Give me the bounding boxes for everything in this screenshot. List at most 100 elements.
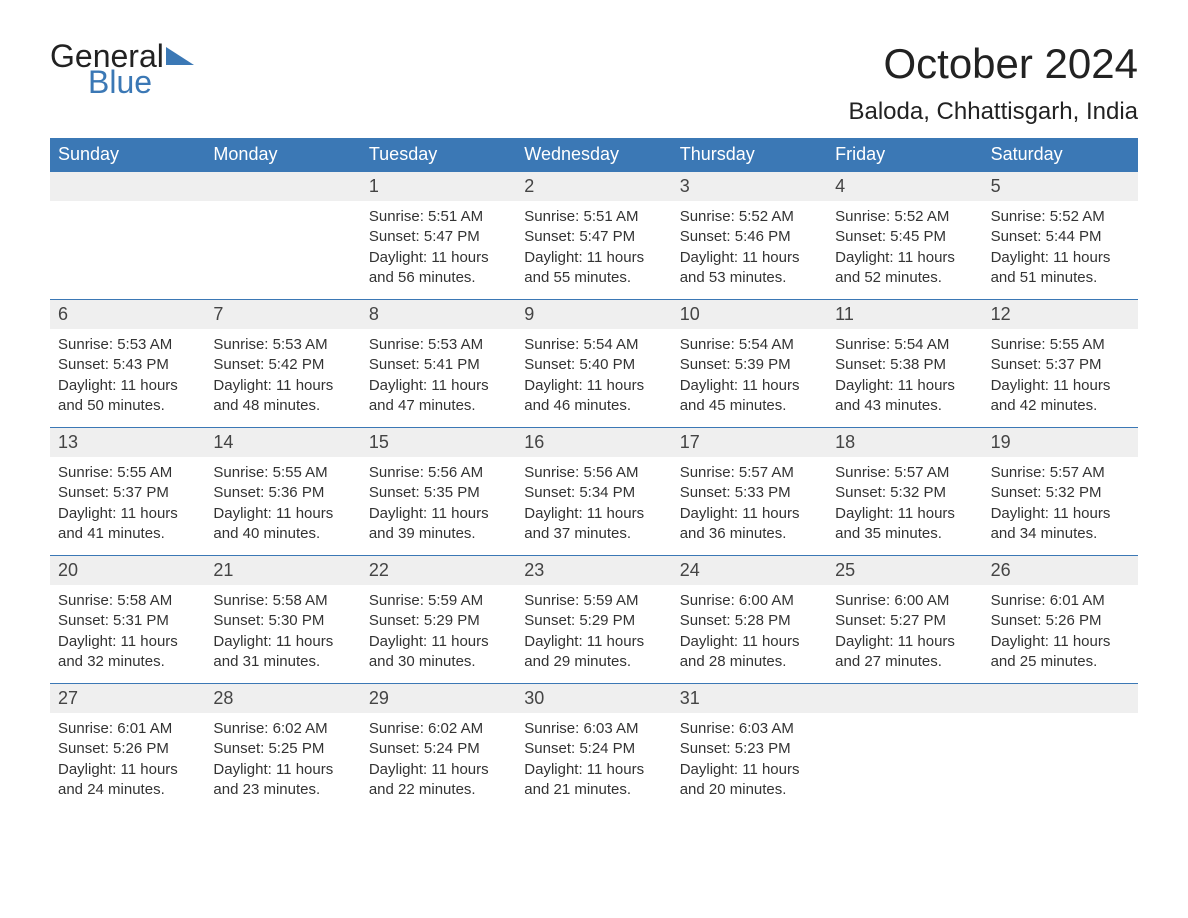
sunrise-text: Sunrise: 5:54 AM — [524, 335, 663, 355]
day-number: 7 — [205, 300, 360, 329]
day-content: Sunrise: 5:57 AMSunset: 5:32 PMDaylight:… — [983, 457, 1138, 554]
day-cell-7: 7Sunrise: 5:53 AMSunset: 5:42 PMDaylight… — [205, 299, 360, 427]
daylight-text: Daylight: 11 hours and 21 minutes. — [524, 760, 663, 801]
daylight-text: Daylight: 11 hours and 46 minutes. — [524, 376, 663, 417]
day-header-thursday: Thursday — [672, 138, 827, 171]
sunrise-text: Sunrise: 6:01 AM — [991, 591, 1130, 611]
daylight-text: Daylight: 11 hours and 20 minutes. — [680, 760, 819, 801]
day-cell-29: 29Sunrise: 6:02 AMSunset: 5:24 PMDayligh… — [361, 683, 516, 811]
day-content: Sunrise: 5:56 AMSunset: 5:34 PMDaylight:… — [516, 457, 671, 554]
day-content: Sunrise: 5:59 AMSunset: 5:29 PMDaylight:… — [516, 585, 671, 682]
day-number — [50, 172, 205, 201]
sunrise-text: Sunrise: 5:51 AM — [369, 207, 508, 227]
sunrise-text: Sunrise: 5:52 AM — [680, 207, 819, 227]
sunset-text: Sunset: 5:33 PM — [680, 483, 819, 503]
day-cell-15: 15Sunrise: 5:56 AMSunset: 5:35 PMDayligh… — [361, 427, 516, 555]
title-block: October 2024 Baloda, Chhattisgarh, India — [848, 40, 1138, 126]
sunset-text: Sunset: 5:25 PM — [213, 739, 352, 759]
day-number: 24 — [672, 556, 827, 585]
sunset-text: Sunset: 5:34 PM — [524, 483, 663, 503]
sunrise-text: Sunrise: 5:51 AM — [524, 207, 663, 227]
day-cell-4: 4Sunrise: 5:52 AMSunset: 5:45 PMDaylight… — [827, 171, 982, 299]
day-number — [983, 684, 1138, 713]
day-cell-10: 10Sunrise: 5:54 AMSunset: 5:39 PMDayligh… — [672, 299, 827, 427]
sunrise-text: Sunrise: 6:02 AM — [213, 719, 352, 739]
daylight-text: Daylight: 11 hours and 24 minutes. — [58, 760, 197, 801]
day-cell-23: 23Sunrise: 5:59 AMSunset: 5:29 PMDayligh… — [516, 555, 671, 683]
day-content: Sunrise: 5:52 AMSunset: 5:46 PMDaylight:… — [672, 201, 827, 298]
daylight-text: Daylight: 11 hours and 25 minutes. — [991, 632, 1130, 673]
sunrise-text: Sunrise: 5:58 AM — [58, 591, 197, 611]
daylight-text: Daylight: 11 hours and 37 minutes. — [524, 504, 663, 545]
day-number: 11 — [827, 300, 982, 329]
day-cell-19: 19Sunrise: 5:57 AMSunset: 5:32 PMDayligh… — [983, 427, 1138, 555]
day-cell-27: 27Sunrise: 6:01 AMSunset: 5:26 PMDayligh… — [50, 683, 205, 811]
day-cell-11: 11Sunrise: 5:54 AMSunset: 5:38 PMDayligh… — [827, 299, 982, 427]
sunset-text: Sunset: 5:37 PM — [58, 483, 197, 503]
sunrise-text: Sunrise: 5:55 AM — [58, 463, 197, 483]
day-number: 14 — [205, 428, 360, 457]
day-cell-17: 17Sunrise: 5:57 AMSunset: 5:33 PMDayligh… — [672, 427, 827, 555]
logo: General Blue — [50, 40, 194, 98]
sunrise-text: Sunrise: 6:03 AM — [524, 719, 663, 739]
sunrise-text: Sunrise: 5:53 AM — [369, 335, 508, 355]
day-cell-5: 5Sunrise: 5:52 AMSunset: 5:44 PMDaylight… — [983, 171, 1138, 299]
daylight-text: Daylight: 11 hours and 28 minutes. — [680, 632, 819, 673]
day-number: 15 — [361, 428, 516, 457]
day-content: Sunrise: 5:54 AMSunset: 5:40 PMDaylight:… — [516, 329, 671, 426]
sunset-text: Sunset: 5:44 PM — [991, 227, 1130, 247]
day-number: 8 — [361, 300, 516, 329]
day-content: Sunrise: 6:02 AMSunset: 5:25 PMDaylight:… — [205, 713, 360, 810]
sunset-text: Sunset: 5:24 PM — [369, 739, 508, 759]
daylight-text: Daylight: 11 hours and 51 minutes. — [991, 248, 1130, 289]
day-number: 31 — [672, 684, 827, 713]
day-number: 22 — [361, 556, 516, 585]
day-content: Sunrise: 6:01 AMSunset: 5:26 PMDaylight:… — [983, 585, 1138, 682]
sunrise-text: Sunrise: 6:00 AM — [680, 591, 819, 611]
day-number: 10 — [672, 300, 827, 329]
daylight-text: Daylight: 11 hours and 40 minutes. — [213, 504, 352, 545]
sunset-text: Sunset: 5:29 PM — [369, 611, 508, 631]
daylight-text: Daylight: 11 hours and 22 minutes. — [369, 760, 508, 801]
day-cell-13: 13Sunrise: 5:55 AMSunset: 5:37 PMDayligh… — [50, 427, 205, 555]
sunset-text: Sunset: 5:36 PM — [213, 483, 352, 503]
day-cell-26: 26Sunrise: 6:01 AMSunset: 5:26 PMDayligh… — [983, 555, 1138, 683]
day-cell-30: 30Sunrise: 6:03 AMSunset: 5:24 PMDayligh… — [516, 683, 671, 811]
day-cell-18: 18Sunrise: 5:57 AMSunset: 5:32 PMDayligh… — [827, 427, 982, 555]
day-header-wednesday: Wednesday — [516, 138, 671, 171]
day-number: 21 — [205, 556, 360, 585]
day-content: Sunrise: 5:57 AMSunset: 5:33 PMDaylight:… — [672, 457, 827, 554]
sunset-text: Sunset: 5:27 PM — [835, 611, 974, 631]
sunset-text: Sunset: 5:37 PM — [991, 355, 1130, 375]
sunset-text: Sunset: 5:47 PM — [524, 227, 663, 247]
empty-cell — [205, 171, 360, 299]
day-cell-8: 8Sunrise: 5:53 AMSunset: 5:41 PMDaylight… — [361, 299, 516, 427]
daylight-text: Daylight: 11 hours and 45 minutes. — [680, 376, 819, 417]
day-number: 30 — [516, 684, 671, 713]
day-header-sunday: Sunday — [50, 138, 205, 171]
sunrise-text: Sunrise: 5:59 AM — [524, 591, 663, 611]
day-content: Sunrise: 5:52 AMSunset: 5:45 PMDaylight:… — [827, 201, 982, 298]
day-number: 13 — [50, 428, 205, 457]
sunrise-text: Sunrise: 5:57 AM — [680, 463, 819, 483]
sunrise-text: Sunrise: 5:53 AM — [213, 335, 352, 355]
day-cell-12: 12Sunrise: 5:55 AMSunset: 5:37 PMDayligh… — [983, 299, 1138, 427]
day-content: Sunrise: 5:55 AMSunset: 5:37 PMDaylight:… — [50, 457, 205, 554]
sunrise-text: Sunrise: 6:02 AM — [369, 719, 508, 739]
sunrise-text: Sunrise: 5:54 AM — [835, 335, 974, 355]
sunset-text: Sunset: 5:28 PM — [680, 611, 819, 631]
sunrise-text: Sunrise: 5:55 AM — [991, 335, 1130, 355]
sunrise-text: Sunrise: 5:54 AM — [680, 335, 819, 355]
day-number: 17 — [672, 428, 827, 457]
day-number: 28 — [205, 684, 360, 713]
day-number: 18 — [827, 428, 982, 457]
daylight-text: Daylight: 11 hours and 23 minutes. — [213, 760, 352, 801]
sunrise-text: Sunrise: 6:01 AM — [58, 719, 197, 739]
day-content: Sunrise: 5:59 AMSunset: 5:29 PMDaylight:… — [361, 585, 516, 682]
daylight-text: Daylight: 11 hours and 56 minutes. — [369, 248, 508, 289]
day-number: 25 — [827, 556, 982, 585]
sunrise-text: Sunrise: 5:59 AM — [369, 591, 508, 611]
daylight-text: Daylight: 11 hours and 47 minutes. — [369, 376, 508, 417]
day-content: Sunrise: 5:58 AMSunset: 5:31 PMDaylight:… — [50, 585, 205, 682]
day-number: 20 — [50, 556, 205, 585]
